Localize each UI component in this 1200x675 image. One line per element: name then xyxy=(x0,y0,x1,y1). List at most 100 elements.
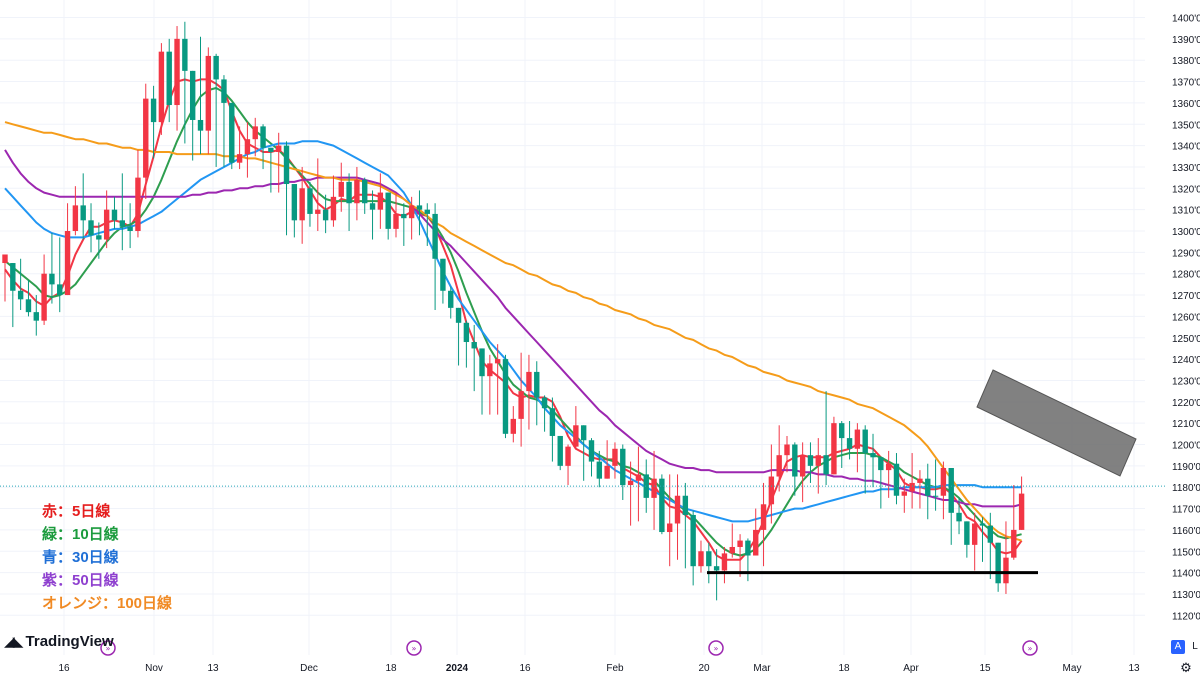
gear-icon[interactable]: ⚙ xyxy=(1180,661,1192,675)
annotations xyxy=(0,369,1165,575)
candle xyxy=(502,354,509,439)
candle-body xyxy=(596,461,603,479)
x-axis[interactable]: 16 Nov 13 Dec 18 2024 16 Feb 20 Mar 18 Apr 15 May 13 xyxy=(58,663,1140,674)
candle xyxy=(307,181,313,227)
event-icon-ring xyxy=(708,640,724,656)
candle xyxy=(197,36,204,155)
candle-body xyxy=(776,455,782,477)
candle xyxy=(932,459,939,511)
x-tick-label: 16 xyxy=(519,663,531,674)
candle xyxy=(369,190,376,240)
candle xyxy=(393,192,399,238)
candle-body xyxy=(57,284,63,296)
candle-body xyxy=(221,79,227,103)
candle xyxy=(236,126,243,170)
x-tick-label: 13 xyxy=(1128,663,1140,674)
candle-body xyxy=(893,463,900,496)
candle xyxy=(745,538,751,582)
log-scale-button[interactable]: L xyxy=(1192,641,1198,652)
candle-body xyxy=(236,154,243,163)
y-axis[interactable]: 1400'0 1390'0 1380'0 1370'0 1360'0 1350'0 1340… xyxy=(1172,14,1200,675)
candle-body xyxy=(706,551,712,567)
candle-body xyxy=(135,177,141,231)
x-tick-label: 18 xyxy=(838,663,850,674)
y-tick-label: 1320'0 xyxy=(1172,184,1200,195)
candle xyxy=(377,173,384,229)
candle-body xyxy=(940,467,947,496)
candle xyxy=(549,397,556,462)
dividend-event-icon: » xyxy=(100,640,116,656)
candle xyxy=(111,196,118,229)
candle-body xyxy=(565,446,571,466)
candle-body xyxy=(260,126,266,148)
candle xyxy=(659,474,665,535)
candle-body xyxy=(440,258,446,291)
candle xyxy=(588,438,595,477)
ma-line xyxy=(4,140,1022,523)
candle-body xyxy=(276,145,282,153)
y-tick-label: 1170'0 xyxy=(1172,505,1200,516)
candle xyxy=(917,470,923,509)
candle xyxy=(721,546,728,584)
candle-body xyxy=(174,38,180,106)
tradingview-logo[interactable]: ◢◣ TradingView xyxy=(4,633,114,650)
candle xyxy=(424,203,430,246)
candle-body xyxy=(612,448,618,466)
candle xyxy=(57,237,63,313)
candle xyxy=(362,177,368,214)
candle xyxy=(682,482,689,569)
ma-line xyxy=(4,121,1022,542)
candle-body xyxy=(987,525,994,543)
candle xyxy=(987,512,994,580)
candle-body xyxy=(932,495,939,497)
x-tick-label: Apr xyxy=(903,663,919,674)
candle-body xyxy=(815,455,821,466)
candle-body xyxy=(674,495,681,524)
candle-body xyxy=(150,98,157,123)
candle xyxy=(580,425,587,481)
y-tick-label: 1380'0 xyxy=(1172,56,1200,67)
candle xyxy=(878,457,884,509)
candle-body xyxy=(49,273,55,285)
candle xyxy=(103,190,110,249)
candle xyxy=(158,43,165,135)
candle-body xyxy=(33,312,39,321)
event-icon-ring xyxy=(406,640,422,656)
candle xyxy=(17,258,24,310)
tradingview-logo-icon: ◢◣ xyxy=(4,633,23,649)
candle-body xyxy=(885,463,892,471)
highlight-zone xyxy=(976,369,1137,477)
candle xyxy=(64,203,71,296)
candle xyxy=(651,450,657,530)
candle-body xyxy=(283,145,290,185)
candle-body xyxy=(729,546,735,554)
candle-body xyxy=(166,51,172,106)
candle xyxy=(96,222,102,259)
candle-body xyxy=(948,467,954,513)
event-icon-glyph: » xyxy=(412,644,417,653)
candle-body xyxy=(854,429,861,449)
candle xyxy=(643,459,649,513)
candle xyxy=(635,446,642,522)
candle xyxy=(534,361,540,426)
candles xyxy=(2,21,1025,601)
candle-body xyxy=(127,226,133,231)
candle xyxy=(596,450,603,488)
candle-body xyxy=(111,209,118,221)
candle-body xyxy=(408,205,415,219)
event-icon-glyph: » xyxy=(714,644,719,653)
y-tick-label: 1230'0 xyxy=(1172,376,1200,387)
candle-body xyxy=(322,209,329,221)
candle-body xyxy=(541,397,548,409)
auto-scale-button[interactable]: A xyxy=(1171,640,1185,654)
candle-body xyxy=(1003,557,1009,584)
candle-body xyxy=(823,455,829,475)
candle xyxy=(143,83,149,199)
candle-body xyxy=(901,491,907,496)
candle xyxy=(80,173,86,240)
candle-body xyxy=(979,523,986,526)
candle xyxy=(862,425,868,494)
y-tick-label: 1250'0 xyxy=(1172,334,1200,345)
candle-body xyxy=(760,504,767,530)
